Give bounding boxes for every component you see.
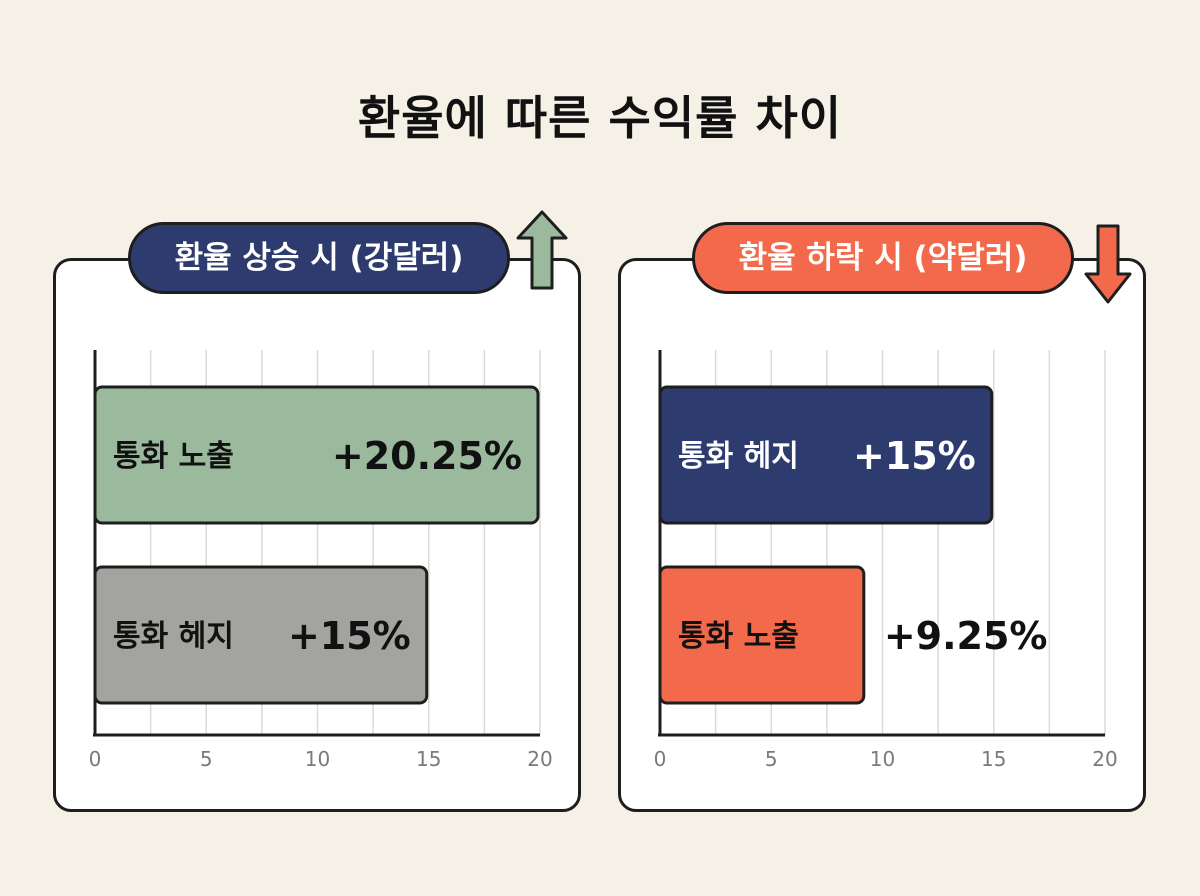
page-title: 환율에 따른 수익률 차이 (357, 91, 843, 145)
data-label: +9.25% (884, 614, 1048, 658)
chart-title-falling: 환율 하락 시 (약달러) (692, 222, 1074, 294)
x-tick-label: 10 (305, 747, 330, 771)
x-tick-label: 20 (1092, 747, 1117, 771)
data-label: +15% (853, 434, 976, 478)
category-label: 통화 헤지 (678, 439, 799, 474)
category-label: 통화 노출 (678, 619, 799, 654)
x-tick-label: 0 (654, 747, 667, 771)
x-tick-label: 0 (89, 747, 102, 771)
category-label: 통화 헤지 (113, 619, 234, 654)
chart-title-rising: 환율 상승 시 (강달러) (128, 222, 510, 294)
x-tick-label: 20 (527, 747, 552, 771)
data-label: +20.25% (332, 434, 522, 478)
x-tick-label: 15 (416, 747, 441, 771)
x-tick-label: 5 (200, 747, 213, 771)
arrow-down-icon (1084, 224, 1132, 304)
category-label: 통화 노출 (113, 439, 234, 474)
arrow-up-icon (516, 210, 568, 290)
x-tick-label: 10 (870, 747, 895, 771)
x-tick-label: 5 (765, 747, 778, 771)
x-tick-label: 15 (981, 747, 1006, 771)
data-label: +15% (288, 614, 411, 658)
